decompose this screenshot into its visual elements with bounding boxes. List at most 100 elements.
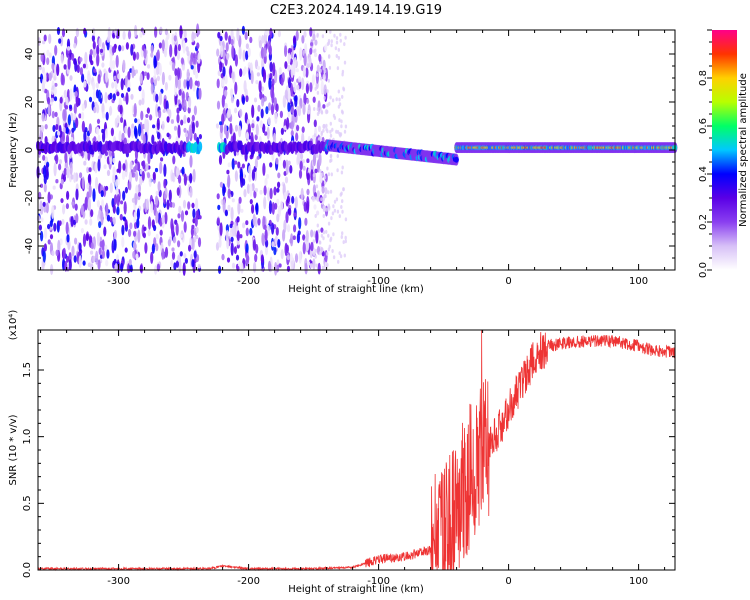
snr-x-ticks: -300 -200 -100 0 100 bbox=[40, 330, 666, 587]
spectrogram-cell bbox=[286, 224, 291, 233]
spectrogram-cell bbox=[322, 236, 325, 241]
spectrogram-cell bbox=[339, 133, 342, 138]
spectrogram-cell bbox=[103, 226, 107, 237]
spectrogram-cell bbox=[55, 154, 59, 165]
spectrogram-cell bbox=[54, 82, 58, 87]
spectrogram-cell bbox=[120, 117, 124, 123]
spectrogram-x-axis-label: Height of straight line (km) bbox=[288, 284, 424, 295]
spectrogram-cell bbox=[123, 201, 127, 215]
snr-panel: -300 -200 -100 0 100 0.0 0.5 1.0 1.5 Height of … bbox=[8, 310, 676, 595]
spectrogram-cell bbox=[120, 78, 124, 91]
spectrogram-cell bbox=[133, 211, 137, 225]
spectrogram-cell bbox=[301, 35, 305, 44]
spectrogram-cell bbox=[116, 194, 120, 207]
spectrogram-cell bbox=[82, 260, 86, 266]
spectrogram-cell bbox=[337, 89, 340, 94]
spectrogram-cell bbox=[299, 152, 304, 160]
spectrogram-cell bbox=[62, 247, 66, 259]
spectrogram-cell bbox=[176, 113, 180, 124]
spectrogram-cell bbox=[158, 109, 162, 119]
spectrogram-cell bbox=[143, 48, 147, 59]
spectrogram-cell bbox=[73, 58, 77, 66]
spectrogram-cell bbox=[323, 96, 326, 100]
spectrogram-cell bbox=[342, 187, 345, 192]
spectrogram-cell bbox=[343, 60, 347, 65]
spectrogram-cell bbox=[294, 253, 299, 263]
spectrogram-cell bbox=[338, 97, 341, 102]
spectrogram-cell bbox=[263, 95, 267, 102]
spectrogram-cell bbox=[313, 133, 317, 138]
spectrogram-cell bbox=[171, 172, 175, 182]
spectrogram-cell bbox=[43, 183, 47, 193]
spectrogram-cell bbox=[132, 251, 136, 259]
spectrogram-cell bbox=[249, 199, 253, 205]
y-tick-label: -20 bbox=[24, 190, 35, 206]
spectrogram-cell bbox=[290, 106, 295, 114]
spectrogram-cell bbox=[273, 246, 277, 256]
spectrogram-cell bbox=[333, 33, 336, 38]
spectrogram-cell bbox=[323, 180, 327, 185]
spectrogram-cell bbox=[106, 214, 111, 222]
spectrogram-cell bbox=[153, 55, 157, 69]
spectrogram-cell bbox=[280, 127, 284, 135]
spectrogram-cell bbox=[236, 230, 240, 242]
spectrogram-cell bbox=[150, 44, 154, 54]
spectrogram-cell bbox=[113, 75, 117, 81]
spectrogram-cell bbox=[251, 204, 255, 214]
spectrogram-cell bbox=[329, 238, 332, 243]
spectrogram-cell bbox=[65, 221, 69, 235]
spectrogram-cell bbox=[289, 238, 293, 244]
spectrogram-cell bbox=[285, 162, 289, 175]
spectrogram-cell bbox=[301, 126, 305, 133]
spectrogram-cell bbox=[83, 27, 87, 35]
spectrogram-cell bbox=[116, 115, 120, 124]
spectrogram-cell bbox=[92, 89, 97, 101]
spectrogram-cell bbox=[302, 241, 306, 255]
spectrogram-cell bbox=[157, 181, 161, 192]
spectrogram-cell bbox=[84, 219, 88, 225]
spectrogram-cell bbox=[340, 205, 343, 209]
spectrogram-cell bbox=[53, 162, 57, 177]
spectrogram-cell bbox=[278, 67, 282, 76]
spectrogram-cell bbox=[189, 155, 193, 168]
spectrogram-cell bbox=[246, 183, 250, 194]
spectrogram-cell bbox=[109, 216, 113, 223]
spectrogram-cell bbox=[231, 71, 235, 80]
spectrogram-cell bbox=[275, 103, 279, 112]
spectrogram-cell bbox=[224, 102, 228, 110]
spectrogram-cell bbox=[42, 250, 46, 263]
spectrogram-cell bbox=[41, 113, 45, 122]
spectrogram-cell bbox=[183, 79, 187, 89]
spectrogram-cell bbox=[43, 72, 47, 85]
spectrogram-cell bbox=[318, 152, 322, 167]
spectrogram-cell bbox=[286, 117, 290, 130]
spectrogram-cell bbox=[322, 66, 325, 71]
spectrogram-cell bbox=[309, 47, 313, 55]
spectrogram-cell bbox=[176, 50, 180, 61]
spectrogram-cell bbox=[81, 176, 85, 190]
spectrogram-cell bbox=[98, 247, 102, 255]
spectrogram-cell bbox=[218, 238, 222, 248]
spectrogram-cell bbox=[298, 251, 302, 264]
spectrogram-cell bbox=[331, 127, 334, 132]
spectrogram-cell bbox=[323, 84, 327, 95]
spectrogram-cell bbox=[89, 218, 93, 226]
spectrogram-cell bbox=[271, 89, 275, 104]
spectrogram-cell bbox=[184, 210, 189, 216]
spectrogram-cell bbox=[329, 189, 333, 194]
spectrogram-cell bbox=[263, 196, 267, 210]
spectrogram-cell bbox=[98, 221, 102, 229]
spectrogram-cell bbox=[181, 166, 185, 175]
spectrogram-cell bbox=[69, 75, 73, 81]
spectrogram-cell bbox=[249, 183, 253, 197]
spectrogram-cell bbox=[125, 42, 129, 50]
spectrogram-cell bbox=[284, 242, 288, 256]
spectrogram-y-axis-label: Frequency (Hz) bbox=[8, 112, 19, 188]
spectrogram-cell bbox=[145, 163, 149, 171]
spectrogram-cell bbox=[222, 199, 226, 213]
spectrogram-cell bbox=[198, 215, 202, 220]
spectrogram-cell bbox=[227, 204, 231, 212]
spectrogram-cell bbox=[338, 118, 341, 123]
spectrogram-cell bbox=[65, 203, 69, 210]
spectrogram-cell bbox=[60, 178, 64, 185]
